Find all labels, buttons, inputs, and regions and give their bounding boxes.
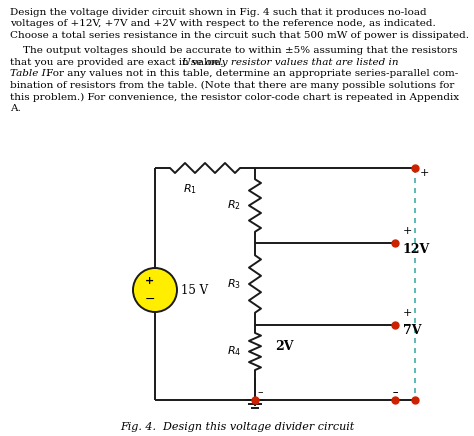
Text: The output voltages should be accurate to within ±5% assuming that the resistors: The output voltages should be accurate t… [10, 47, 457, 55]
Text: bination of resistors from the table. (Note that there are many possible solutio: bination of resistors from the table. (N… [10, 81, 455, 90]
Text: +: + [146, 276, 155, 286]
Text: A.: A. [10, 104, 21, 113]
Text: Fig. 4.  Design this voltage divider circuit: Fig. 4. Design this voltage divider circ… [120, 422, 354, 432]
Text: $R_2$: $R_2$ [227, 198, 241, 212]
Text: For any values not in this table, determine an appropriate series-parallel com-: For any values not in this table, determ… [43, 69, 458, 78]
Text: this problem.) For convenience, the resistor color-code chart is repeated in App: this problem.) For convenience, the resi… [10, 92, 459, 102]
Text: +: + [420, 168, 429, 178]
Text: 7V: 7V [403, 324, 421, 337]
Text: $R_1$: $R_1$ [183, 182, 197, 196]
Text: 2V: 2V [275, 340, 293, 352]
Text: +: + [403, 308, 412, 318]
Circle shape [133, 268, 177, 312]
Text: Table I.: Table I. [10, 69, 49, 78]
Text: $R_4$: $R_4$ [227, 344, 241, 358]
Text: voltages of +12V, +7V and +2V with respect to the reference node, as indicated.: voltages of +12V, +7V and +2V with respe… [10, 20, 436, 28]
Text: −: − [145, 293, 155, 306]
Text: Design the voltage divider circuit shown in Fig. 4 such that it produces no-load: Design the voltage divider circuit shown… [10, 8, 427, 17]
Text: that you are provided are exact in value.: that you are provided are exact in value… [10, 58, 227, 67]
Text: $R_3$: $R_3$ [227, 277, 241, 291]
Text: 12V: 12V [403, 242, 430, 255]
Text: 15 V: 15 V [181, 283, 208, 296]
Text: Choose a total series resistance in the circuit such that 500 mW of power is dis: Choose a total series resistance in the … [10, 31, 469, 40]
Text: Use only resistor values that are listed in: Use only resistor values that are listed… [182, 58, 399, 67]
Text: –: – [257, 387, 263, 397]
Text: +: + [403, 226, 412, 236]
Text: –: – [392, 387, 398, 397]
Text: –: – [392, 387, 398, 397]
